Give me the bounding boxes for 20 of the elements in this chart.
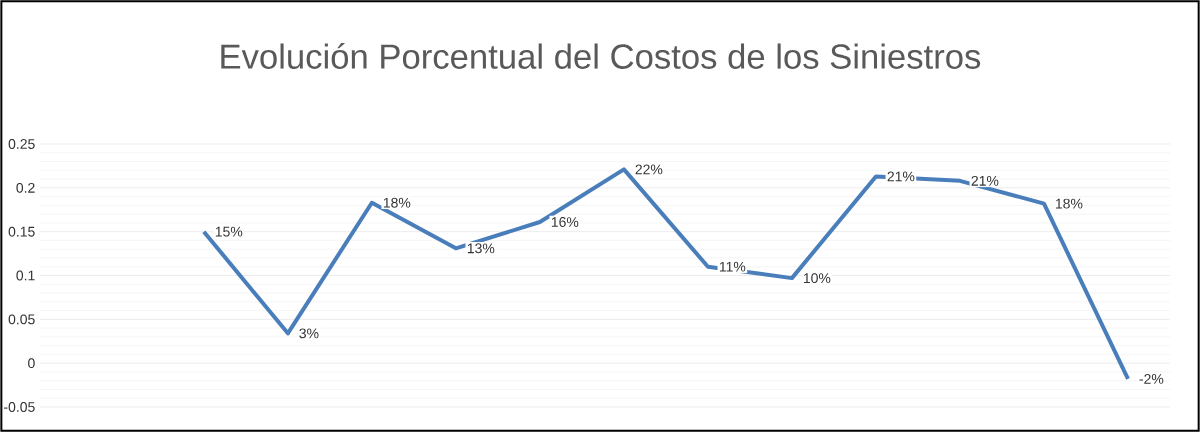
y-tick-label: 0.15	[8, 226, 35, 237]
data-label: 16%	[551, 217, 579, 227]
data-label: 18%	[1055, 198, 1083, 209]
data-label: 15%	[215, 226, 243, 237]
y-tick-label: 0.05	[8, 314, 35, 325]
y-tick-label: -0.05	[4, 402, 35, 412]
data-label: -2%	[1139, 374, 1164, 384]
data-label: 18%	[383, 197, 411, 208]
y-tick-label: 0.2	[16, 182, 35, 193]
data-label: 21%	[971, 175, 999, 186]
data-label: 21%	[887, 171, 915, 182]
data-label: 13%	[467, 243, 495, 254]
data-label: 10%	[803, 273, 831, 284]
data-label: 22%	[635, 164, 663, 175]
data-label: 3%	[299, 328, 319, 339]
y-tick-label: 0.1	[16, 270, 35, 281]
y-tick-label: 0	[28, 358, 35, 369]
y-tick-label: 0.25	[8, 139, 35, 149]
data-label: 11%	[719, 261, 746, 272]
chart-title: Evolución Porcentual del Costos de los Siniestros	[221, 43, 981, 69]
